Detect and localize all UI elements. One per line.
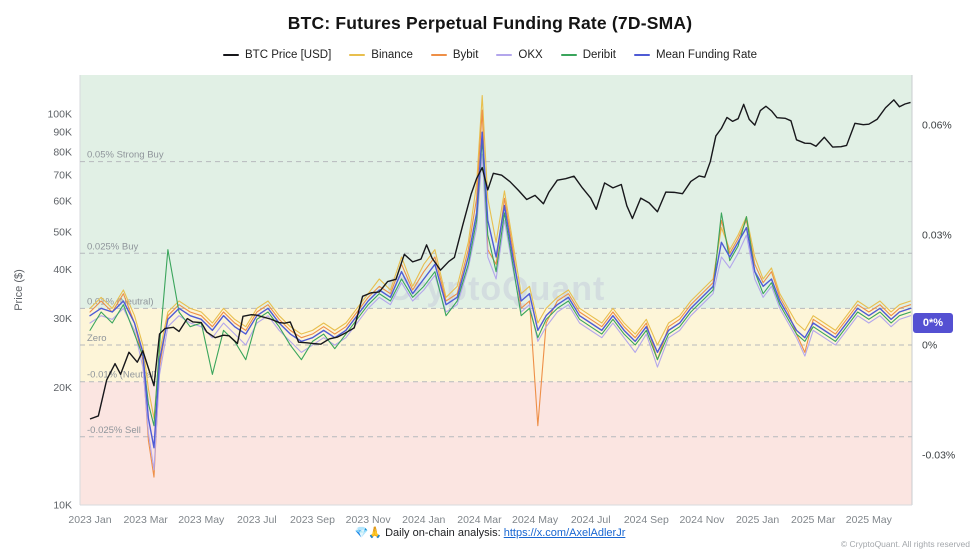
copyright: © CryptoQuant. All rights reserved	[840, 539, 970, 549]
price-tick-label: 90K	[53, 127, 72, 139]
x-tick-label: 2023 Sep	[290, 514, 335, 526]
threshold-label: 0.05% Strong Buy	[87, 150, 164, 161]
series-bybit	[89, 109, 912, 478]
x-tick-label: 2023 Jul	[237, 514, 277, 526]
price-tick-label: 20K	[53, 382, 72, 394]
footer-text: Daily on-chain analysis:	[385, 527, 501, 539]
legend-item-binance[interactable]: Binance	[349, 49, 413, 61]
funding-tick-label: 0.06%	[922, 119, 952, 131]
series-btc-price	[89, 99, 911, 420]
legend-swatch-price	[223, 53, 240, 57]
legend-swatch-mean	[633, 53, 650, 57]
footer-emoji: 💎🙏	[354, 527, 383, 539]
legend-item-deribit[interactable]: Deribit	[560, 49, 616, 61]
legend-label-binance: Binance	[371, 49, 413, 61]
chart-title: BTC: Futures Perpetual Funding Rate (7D-…	[287, 13, 693, 33]
background-zone	[80, 381, 912, 505]
series-binance	[89, 94, 912, 419]
legend: BTC Price [USD] Binance Bybit OKX Deribit Mea…	[0, 49, 980, 61]
current-value-badge: 0*%	[913, 313, 953, 334]
x-tick-label: 2023 Nov	[346, 514, 392, 526]
x-tick-label: 2024 Jan	[402, 514, 445, 526]
price-tick-label: 100K	[47, 109, 72, 121]
x-tick-label: 2024 May	[512, 514, 559, 526]
x-tick-label: 2024 Nov	[679, 514, 725, 526]
price-tick-label: 50K	[53, 226, 72, 238]
funding-tick-label: -0.03%	[922, 450, 955, 462]
funding-tick-label: 0%	[922, 340, 937, 352]
legend-label-deribit: Deribit	[582, 49, 616, 61]
legend-label-okx: OKX	[518, 49, 543, 61]
legend-label-mean: Mean Funding Rate	[655, 49, 757, 61]
x-tick-label: 2025 May	[846, 514, 893, 526]
x-tick-label: 2024 Mar	[457, 514, 502, 526]
legend-item-mean[interactable]: Mean Funding Rate	[633, 49, 757, 61]
x-tick-label: 2025 Jan	[736, 514, 779, 526]
funding-tick-label: 0.03%	[922, 229, 952, 241]
series-okx	[89, 153, 912, 471]
legend-swatch-binance	[349, 53, 366, 57]
price-tick-label: 30K	[53, 313, 72, 325]
price-tick-label: 80K	[53, 147, 72, 159]
watermark: CryptoQuant	[387, 270, 606, 308]
x-tick-label: 2024 Sep	[624, 514, 669, 526]
legend-label-bybit: Bybit	[452, 49, 479, 61]
legend-swatch-bybit	[430, 53, 447, 57]
chart-svg: CryptoQuant 0.05% Strong Buy 0.025% Buy 0.0…	[13, 75, 955, 526]
x-tick-label: 2023 May	[178, 514, 225, 526]
x-tick-label: 2024 Jul	[571, 514, 611, 526]
threshold-label: -0.01% (Neutral)	[87, 370, 157, 381]
price-tick-label: 70K	[53, 169, 72, 181]
footer-note: 💎🙏 Daily on-chain analysis: https://x.co…	[0, 526, 980, 539]
legend-item-okx[interactable]: OKX	[496, 49, 543, 61]
legend-swatch-deribit	[560, 53, 577, 57]
price-tick-label: 40K	[53, 264, 72, 276]
x-tick-label: 2023 Mar	[123, 514, 168, 526]
x-tick-label: 2025 Mar	[791, 514, 836, 526]
price-tick-label: 10K	[53, 500, 72, 512]
legend-item-bybit[interactable]: Bybit	[430, 49, 479, 61]
legend-label-price: BTC Price [USD]	[245, 49, 332, 61]
price-tick-label: 60K	[53, 195, 72, 207]
series-mean-funding-rate	[89, 131, 912, 449]
x-tick-label: 2023 Jan	[68, 514, 111, 526]
threshold-label: -0.025% Sell	[87, 425, 141, 436]
legend-item-price[interactable]: BTC Price [USD]	[223, 49, 331, 61]
threshold-label: 0.025% Buy	[87, 241, 138, 252]
threshold-label: Zero	[87, 333, 107, 344]
y-axis-title: Price ($)	[13, 269, 25, 311]
threshold-label: 0.01% (Neutral)	[87, 296, 154, 307]
series-deribit	[89, 139, 912, 427]
legend-swatch-okx	[496, 53, 513, 57]
footer-link[interactable]: https://x.com/AxelAdlerJr	[503, 527, 626, 539]
